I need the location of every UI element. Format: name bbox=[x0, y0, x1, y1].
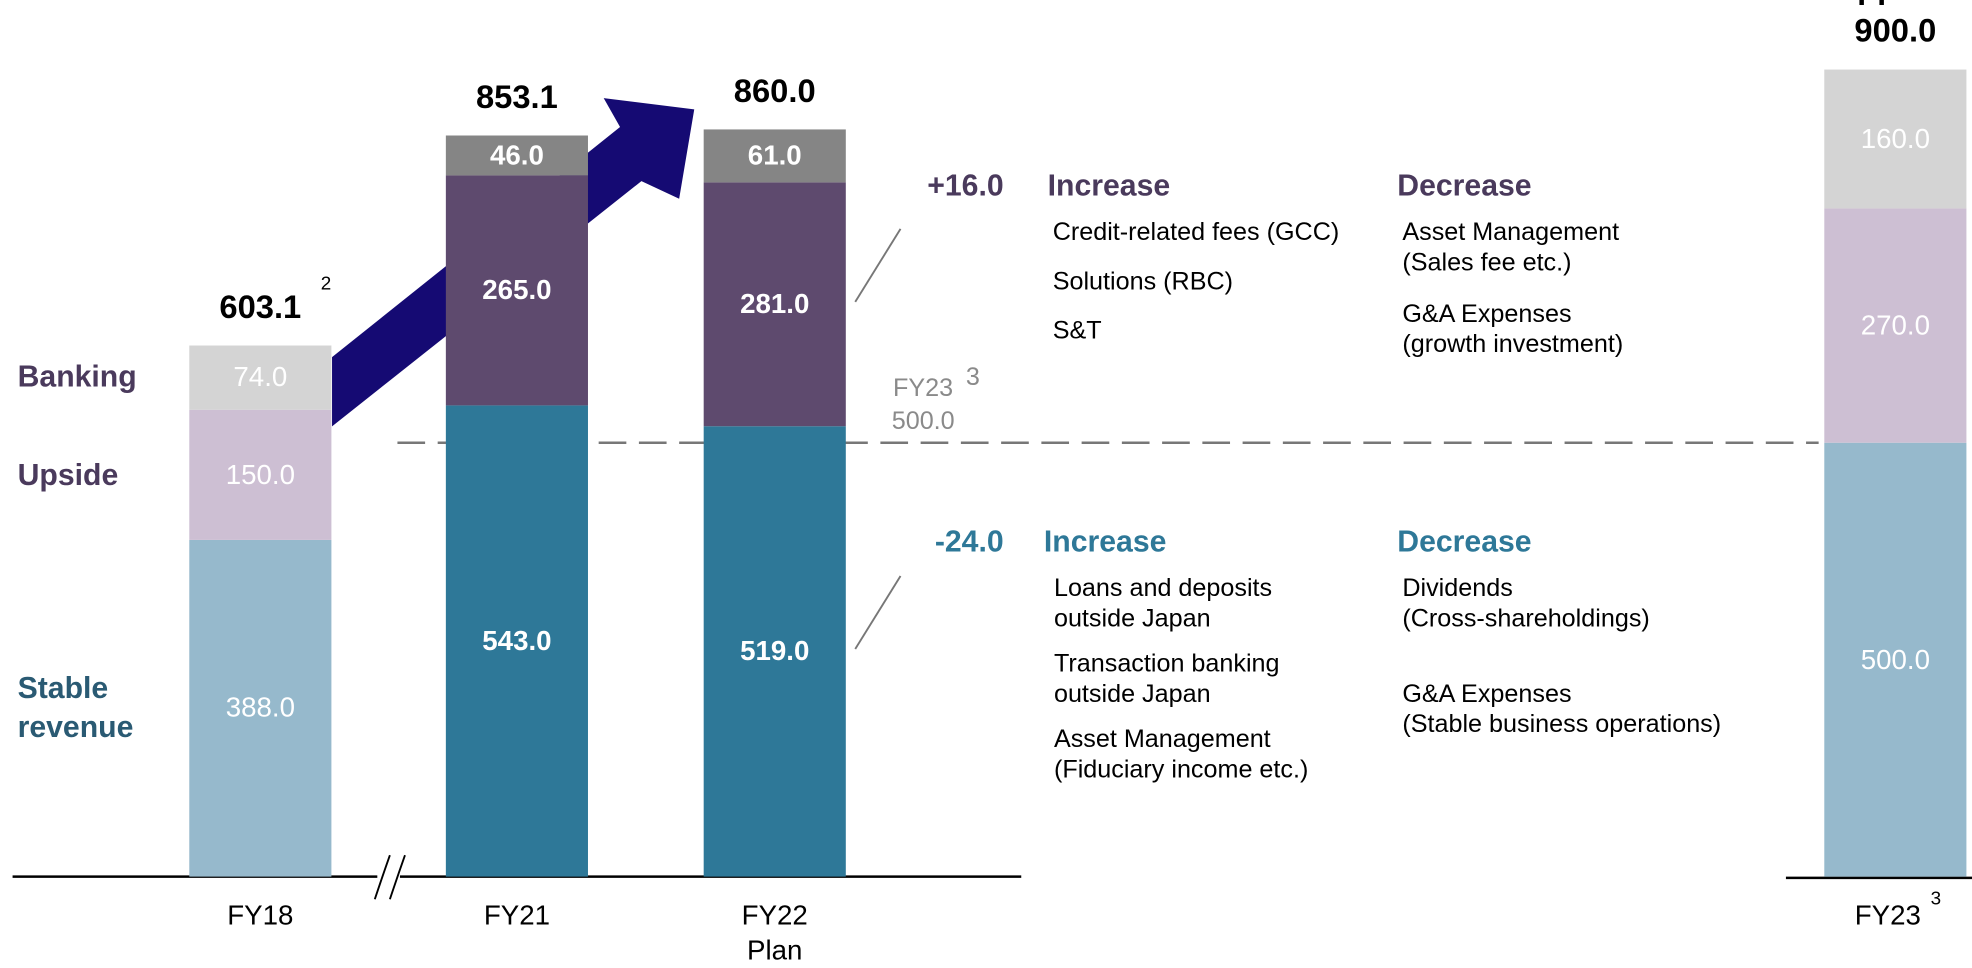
connector bbox=[854, 228, 902, 303]
increase-title: Increase bbox=[1047, 169, 1171, 204]
segment-label: 61.0 bbox=[747, 139, 802, 171]
reference-name: FY23 bbox=[892, 374, 954, 403]
decrease-item: G&A Expenses (Stable business operations… bbox=[1402, 680, 1722, 739]
total-label: 603.1 bbox=[219, 287, 302, 326]
bar-segment bbox=[189, 345, 332, 410]
increase-item: Transaction banking outside Japan bbox=[1053, 650, 1280, 709]
bar-segment bbox=[1824, 208, 1967, 443]
reference-note: 3 bbox=[965, 363, 980, 392]
x-tick-label: FY23 bbox=[1854, 899, 1921, 931]
segment-label: 500.0 bbox=[1860, 643, 1930, 675]
increase-item: Solutions (RBC) bbox=[1052, 267, 1234, 296]
x-tick-label: FY21 bbox=[483, 899, 550, 931]
segment-label: 265.0 bbox=[482, 273, 552, 306]
series-name: Banking bbox=[17, 360, 137, 395]
series-name: Upside bbox=[17, 457, 119, 492]
increase-item: Asset Management (Fiduciary income etc.) bbox=[1053, 725, 1309, 784]
connector bbox=[854, 575, 902, 650]
segment-label: 281.0 bbox=[740, 287, 810, 320]
segment-label: 388.0 bbox=[225, 691, 295, 724]
bar-segment bbox=[445, 135, 588, 176]
bar-segment bbox=[703, 182, 846, 427]
total-label: 853.1 bbox=[475, 77, 558, 116]
decrease-title: Decrease bbox=[1397, 525, 1532, 560]
change-label: +16.0 bbox=[927, 169, 1004, 204]
bar-segment bbox=[703, 426, 846, 877]
total-note: 2 bbox=[320, 272, 332, 294]
bar-segment bbox=[1824, 69, 1967, 209]
bar-segment bbox=[1824, 442, 1967, 877]
decrease-item: Asset Management (Sales fee etc.) bbox=[1402, 218, 1620, 277]
segment-label: 46.0 bbox=[489, 138, 544, 171]
increase-item: Credit-related fees (GCC) bbox=[1052, 218, 1340, 247]
x-tick-label: FY22 Plan bbox=[741, 899, 808, 966]
increase-item: Loans and deposits outside Japan bbox=[1053, 574, 1273, 633]
reference-label: 500.0 bbox=[891, 407, 955, 436]
segment-label: 270.0 bbox=[1860, 308, 1930, 341]
increase-item: S&T bbox=[1052, 316, 1102, 345]
segment-label: 160.0 bbox=[1860, 122, 1930, 154]
decrease-title: Decrease bbox=[1397, 169, 1532, 204]
change-label: -24.0 bbox=[934, 525, 1004, 560]
axis-break bbox=[373, 854, 406, 900]
bar-segment bbox=[445, 405, 588, 877]
segment-label: 519.0 bbox=[740, 634, 810, 667]
series-name: Stable revenue bbox=[17, 671, 134, 745]
decrease-item: G&A Expenses (growth investment) bbox=[1402, 300, 1624, 359]
segment-label: 74.0 bbox=[233, 361, 288, 393]
total-label: Approx. 900.0 bbox=[1834, 0, 1958, 50]
segment-label: 150.0 bbox=[225, 458, 295, 490]
bar-segment bbox=[703, 129, 846, 183]
segment-label: 543.0 bbox=[482, 624, 552, 656]
category-note: 3 bbox=[1930, 887, 1942, 910]
bar-segment bbox=[189, 409, 332, 540]
bar-segment bbox=[189, 539, 332, 877]
total-label: 860.0 bbox=[733, 71, 816, 110]
decrease-item: Dividends (Cross-shareholdings) bbox=[1402, 574, 1650, 633]
x-tick-label: FY18 bbox=[227, 899, 294, 931]
increase-title: Increase bbox=[1043, 525, 1167, 560]
bar-segment bbox=[445, 175, 588, 406]
